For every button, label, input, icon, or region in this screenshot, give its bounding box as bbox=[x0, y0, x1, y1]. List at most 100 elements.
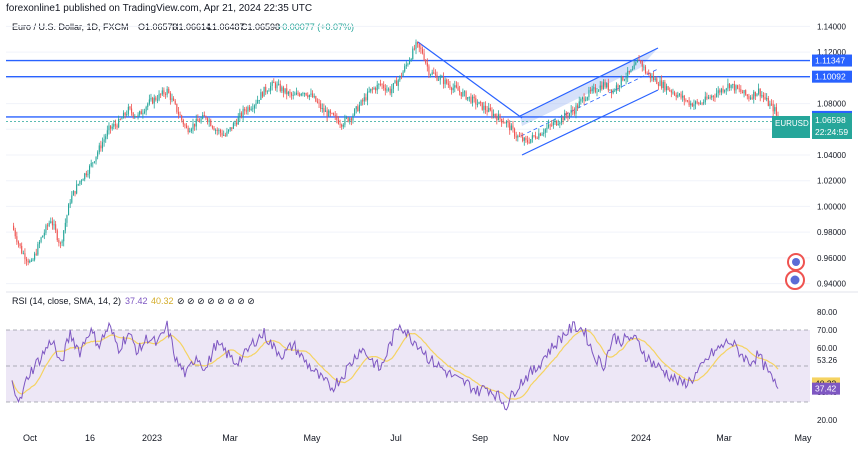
candle-body bbox=[740, 89, 742, 92]
candle-body bbox=[706, 96, 708, 99]
candle-body bbox=[541, 133, 543, 136]
candle-body bbox=[620, 76, 622, 86]
candle-body bbox=[486, 110, 488, 112]
ohlc-open: O1.06570 bbox=[138, 22, 178, 32]
candle-body bbox=[291, 93, 293, 96]
candle-body bbox=[360, 100, 362, 106]
candle-body bbox=[392, 83, 394, 89]
candle-body bbox=[250, 108, 252, 110]
rsi-title: RSI (14, close, SMA, 14, 2) bbox=[12, 296, 121, 306]
ohlc-close: C1.06598 bbox=[241, 22, 280, 32]
candle-body bbox=[581, 97, 584, 100]
candle-body bbox=[231, 127, 233, 129]
candle-body bbox=[556, 120, 558, 126]
candle-body bbox=[68, 204, 70, 216]
candle-body bbox=[577, 105, 579, 108]
candle-body bbox=[80, 180, 83, 182]
candle-body bbox=[551, 124, 553, 126]
candle-body bbox=[303, 93, 306, 94]
candle-body bbox=[324, 110, 327, 112]
rsi-line bbox=[11, 320, 779, 411]
candle-body bbox=[688, 100, 690, 106]
candle-body bbox=[210, 120, 212, 127]
candle-body bbox=[208, 120, 210, 122]
candle-body bbox=[223, 134, 225, 136]
candle-body bbox=[206, 118, 209, 122]
candle-body bbox=[601, 85, 603, 90]
candle-body bbox=[22, 253, 24, 254]
candle-body bbox=[664, 82, 666, 91]
candle-body bbox=[661, 80, 663, 88]
candle-body bbox=[74, 191, 76, 194]
candle-body bbox=[754, 91, 756, 97]
symbol-title: Euro / U.S. Dollar, 1D, FXCM bbox=[12, 22, 129, 32]
candle-body bbox=[623, 79, 626, 81]
candle-body bbox=[294, 94, 296, 96]
candle-body bbox=[261, 92, 264, 97]
candle-body bbox=[654, 78, 656, 81]
event-icons[interactable] bbox=[785, 253, 805, 290]
candle-body bbox=[669, 90, 671, 91]
candle-body bbox=[53, 224, 55, 226]
candle-body bbox=[659, 80, 661, 86]
candle-body bbox=[606, 83, 608, 88]
candle-body bbox=[653, 76, 655, 81]
candle-body bbox=[329, 110, 331, 114]
candle-body bbox=[347, 117, 349, 122]
candle-body bbox=[40, 237, 42, 243]
candle-body bbox=[278, 83, 280, 85]
candle-body bbox=[665, 86, 668, 91]
candle-body bbox=[635, 62, 637, 65]
candle-body bbox=[544, 129, 546, 133]
candle-body bbox=[182, 119, 184, 125]
candle-body bbox=[421, 49, 424, 54]
candle-body bbox=[502, 122, 504, 124]
event-icon-inner bbox=[790, 275, 800, 285]
candle-body bbox=[580, 99, 582, 102]
candle-body bbox=[449, 84, 451, 89]
candle-body bbox=[281, 87, 283, 92]
time-tick-label: Jul bbox=[390, 433, 402, 443]
candle-body bbox=[143, 111, 146, 113]
candle-body bbox=[270, 85, 272, 91]
candle-body bbox=[559, 122, 561, 125]
candle-body bbox=[299, 94, 301, 96]
candle-body bbox=[333, 113, 335, 116]
candle-body bbox=[145, 106, 147, 112]
published-caption: forexonline1 published on TradingView.co… bbox=[6, 3, 312, 14]
candle-body bbox=[538, 133, 540, 139]
candle-body bbox=[244, 109, 246, 111]
candle-body bbox=[412, 48, 414, 60]
rsi-tick-label: 70.00 bbox=[817, 326, 838, 335]
candle-body bbox=[47, 225, 49, 227]
candle-body bbox=[106, 130, 108, 137]
candle-body bbox=[101, 142, 104, 149]
candle-body bbox=[240, 112, 243, 117]
price-tick-label: 0.96000 bbox=[817, 254, 846, 263]
candle-body bbox=[455, 85, 457, 88]
candle-body bbox=[552, 122, 554, 126]
candle-body bbox=[570, 110, 572, 114]
candle-body bbox=[501, 118, 503, 123]
candle-body bbox=[480, 101, 482, 103]
candle-body bbox=[134, 116, 136, 118]
candle-body bbox=[607, 83, 609, 91]
candle-body bbox=[454, 85, 456, 88]
candle-body bbox=[174, 100, 176, 104]
candle-body bbox=[328, 110, 330, 117]
candle-body bbox=[313, 96, 315, 98]
ohlc-low: L1.06487 bbox=[207, 22, 245, 32]
time-axis: Oct 16 2023 Mar May Jul Sep Nov 2024 Mar May bbox=[23, 433, 812, 443]
candle-body bbox=[484, 105, 487, 111]
candle-body bbox=[192, 123, 194, 130]
candle-body bbox=[575, 105, 577, 114]
candle-body bbox=[307, 95, 309, 98]
candle-body bbox=[358, 105, 360, 112]
candle-body bbox=[32, 259, 34, 261]
candle-body bbox=[707, 97, 710, 99]
candle-body bbox=[355, 106, 357, 110]
candle-body bbox=[735, 85, 737, 91]
candle-body bbox=[35, 253, 37, 255]
candle-body bbox=[402, 71, 404, 77]
